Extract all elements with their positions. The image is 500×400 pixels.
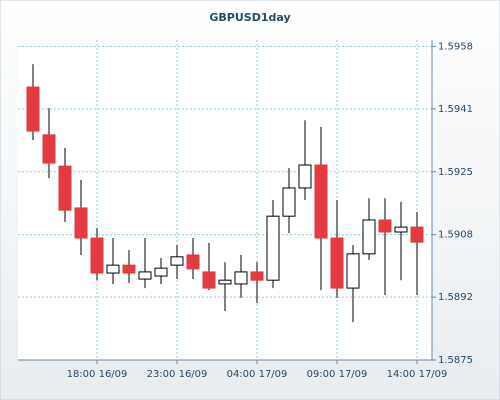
candle-body xyxy=(138,271,152,280)
candle-body xyxy=(170,256,184,266)
x-tick-label: 09:00 17/09 xyxy=(307,369,368,380)
candle-body xyxy=(218,279,232,285)
candle-body xyxy=(282,187,296,217)
candle-body xyxy=(250,271,264,281)
candle-body xyxy=(26,86,40,132)
y-tick-label: 1.5941 xyxy=(438,104,473,115)
candle-body xyxy=(106,264,120,274)
plot-area xyxy=(18,40,432,360)
candle-body xyxy=(378,219,392,233)
candle-body xyxy=(58,165,72,211)
x-tick-label: 14:00 17/09 xyxy=(387,369,448,380)
candle-body xyxy=(74,207,88,239)
candle-body xyxy=(298,164,312,189)
candle-body xyxy=(330,237,344,289)
candle-body xyxy=(42,134,56,164)
x-tick-label: 23:00 16/09 xyxy=(147,369,208,380)
candle-body xyxy=(186,254,200,270)
y-tick-label: 1.5908 xyxy=(438,230,473,241)
candle-body xyxy=(266,215,280,281)
candle-body xyxy=(234,271,248,285)
candle-body xyxy=(90,237,104,274)
candle-body xyxy=(346,253,360,289)
candle-body xyxy=(314,164,328,239)
y-tick-label: 1.5892 xyxy=(438,292,473,303)
y-tick-label: 1.5925 xyxy=(438,167,473,178)
y-tick-label: 1.5875 xyxy=(438,355,473,366)
chart-title: GBPUSD1day xyxy=(209,11,290,24)
candle-body xyxy=(410,226,424,243)
y-tick-label: 1.5958 xyxy=(438,41,473,52)
x-tick-label: 04:00 17/09 xyxy=(227,369,288,380)
candle-body xyxy=(394,226,408,233)
candle-body xyxy=(154,267,168,277)
candle-body xyxy=(202,271,216,289)
candle-body xyxy=(362,219,376,255)
candle-body xyxy=(122,264,136,274)
x-tick-label: 18:00 16/09 xyxy=(67,369,128,380)
